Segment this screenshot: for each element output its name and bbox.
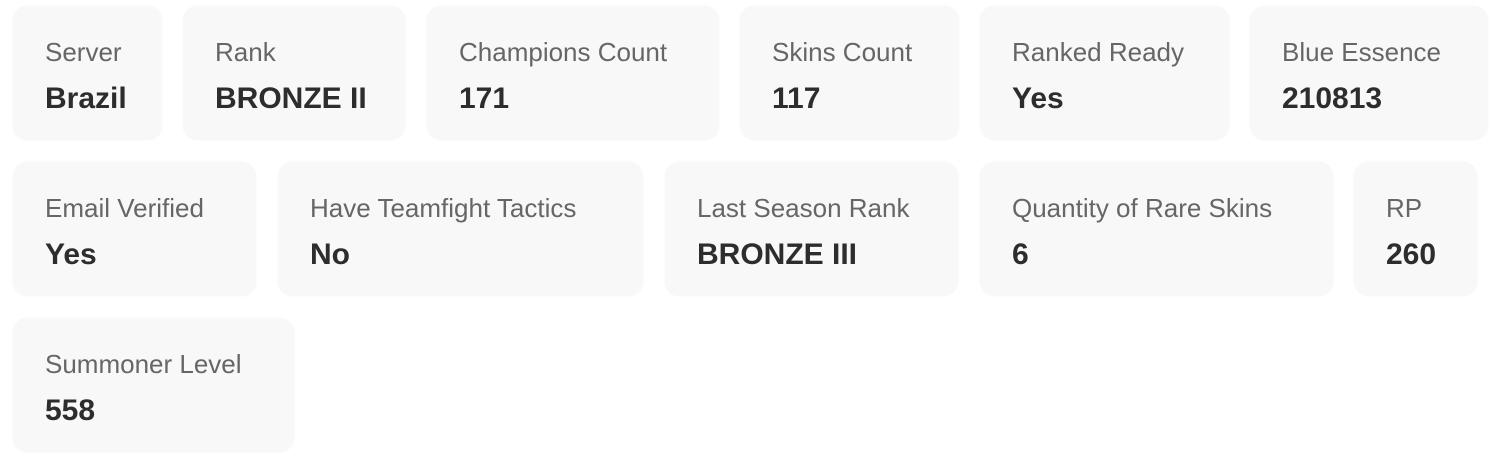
stat-card-blue-essence: Blue Essence 210813 <box>1250 6 1488 140</box>
stat-card-have-tft: Have Teamfight Tactics No <box>278 162 643 296</box>
stat-card-skins-count: Skins Count 117 <box>740 6 959 140</box>
stat-label: Email Verified <box>45 193 204 223</box>
stat-value: Yes <box>45 238 97 271</box>
stat-label: Ranked Ready <box>1012 37 1184 67</box>
stat-label: Server <box>45 37 122 67</box>
stat-label: Summoner Level <box>45 349 242 379</box>
stat-card-ranked-ready: Ranked Ready Yes <box>980 6 1229 140</box>
stat-value: Brazil <box>45 82 127 115</box>
stat-value: Yes <box>1012 82 1064 115</box>
stat-label: Champions Count <box>459 37 668 67</box>
stat-card-rp: RP 260 <box>1354 162 1477 296</box>
stat-card-last-season-rank: Last Season Rank BRONZE III <box>665 162 958 296</box>
stat-card-summoner-level: Summoner Level 558 <box>13 318 294 452</box>
stat-card-rank: Rank BRONZE II <box>183 6 405 140</box>
stat-card-server: Server Brazil <box>13 6 162 140</box>
stat-label: Last Season Rank <box>697 193 910 223</box>
stat-card-champions-count: Champions Count 171 <box>427 6 719 140</box>
stat-value: 171 <box>459 82 510 115</box>
stat-value: 558 <box>45 394 96 427</box>
stat-value: BRONZE III <box>697 238 858 271</box>
stat-label: Have Teamfight Tactics <box>310 193 577 223</box>
stat-value: 210813 <box>1282 82 1383 115</box>
stat-value: 117 <box>772 82 821 115</box>
stat-label: RP <box>1386 193 1423 223</box>
stat-card-email-verified: Email Verified Yes <box>13 162 256 296</box>
stat-label: Rank <box>215 37 276 67</box>
stat-card-rare-skins: Quantity of Rare Skins 6 <box>980 162 1333 296</box>
stat-label: Blue Essence <box>1282 37 1441 67</box>
stat-value: No <box>310 238 350 271</box>
stat-label: Quantity of Rare Skins <box>1012 193 1273 223</box>
stat-value: 260 <box>1386 238 1437 271</box>
stat-label: Skins Count <box>772 37 913 67</box>
stat-value: BRONZE II <box>215 82 367 115</box>
stat-value: 6 <box>1012 238 1029 271</box>
